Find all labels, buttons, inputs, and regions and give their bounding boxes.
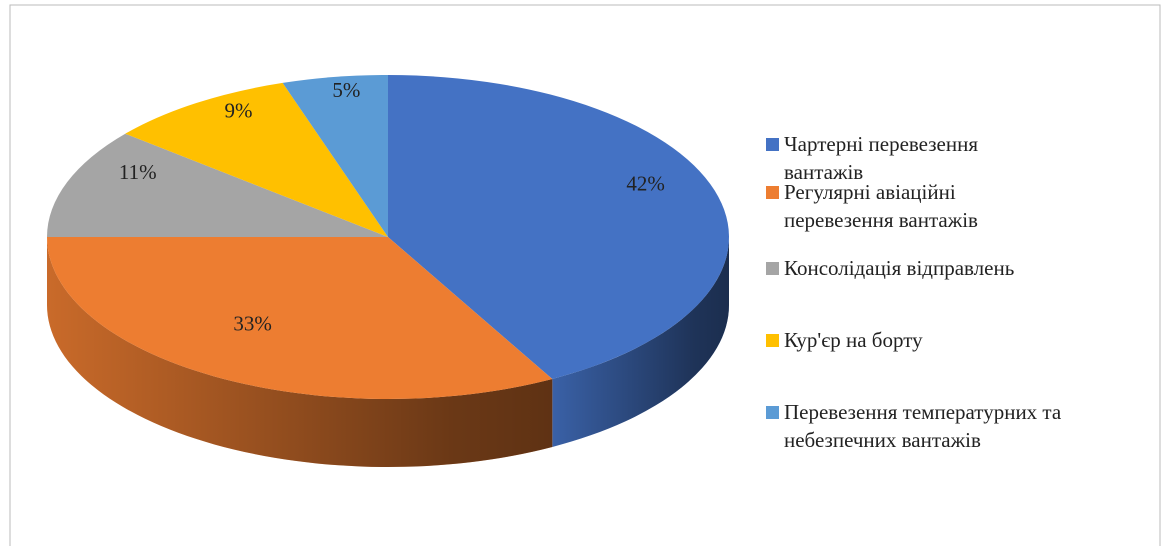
data-label: 5% — [332, 78, 360, 102]
legend-swatch — [766, 186, 779, 199]
legend-swatch — [766, 138, 779, 151]
data-label: 33% — [233, 312, 272, 336]
legend-item: Регулярні авіаційні перевезення вантажів — [766, 178, 1044, 234]
data-label: 9% — [224, 98, 252, 122]
legend-label: Кур'єр на борту — [784, 328, 923, 352]
chart-frame — [9, 4, 1161, 546]
legend-label: Чартерні перевезення вантажів — [784, 132, 979, 184]
legend-item: Чартерні перевезення вантажів — [766, 130, 1044, 186]
data-label: 11% — [119, 160, 157, 184]
slice — [125, 82, 389, 238]
legend-item: Кур'єр на борту — [766, 326, 1144, 354]
slice — [47, 237, 553, 400]
slice — [47, 133, 388, 237]
legend-swatch — [766, 262, 779, 275]
legend-swatch — [766, 334, 779, 347]
legend-swatch — [766, 406, 779, 419]
legend-label: Регулярні авіаційні перевезення вантажів — [784, 180, 978, 232]
slice — [282, 75, 388, 237]
legend-label: Консолідація відправлень — [784, 256, 1015, 280]
slice-side-shade — [47, 237, 553, 467]
data-label: 42% — [626, 171, 665, 195]
slice-side-shade — [552, 237, 729, 447]
slice — [388, 75, 729, 379]
legend-item: Перевезення температурних та небезпечних… — [766, 398, 1154, 454]
legend-item: Консолідація відправлень — [766, 254, 1144, 282]
legend-label: Перевезення температурних та небезпечних… — [784, 400, 1062, 452]
